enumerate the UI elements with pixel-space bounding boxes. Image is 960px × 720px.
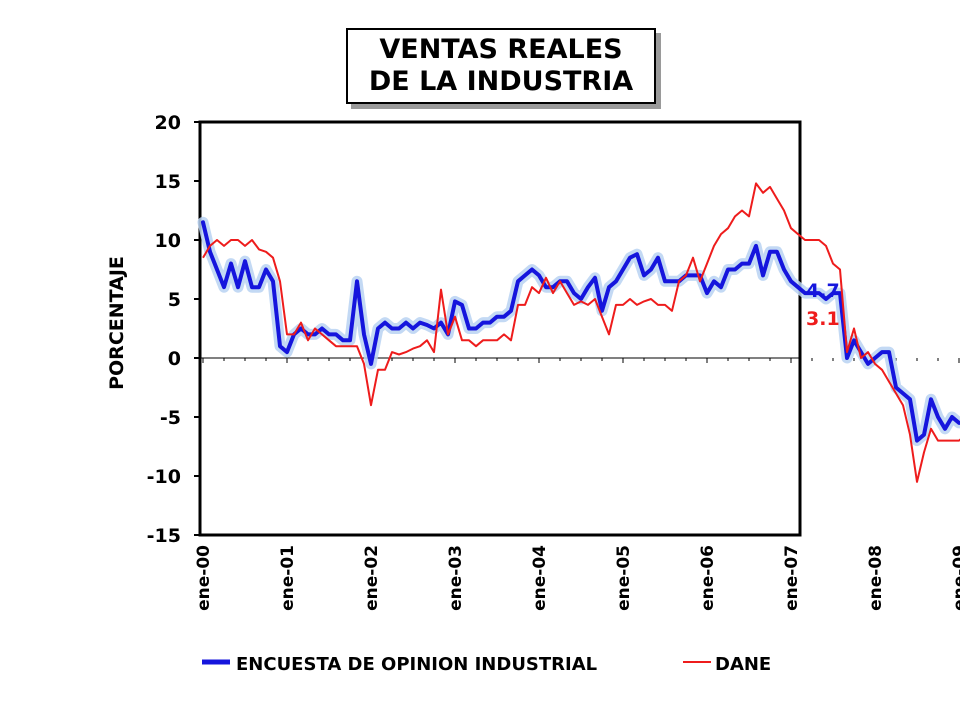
y-tick-label: 20 bbox=[155, 112, 181, 134]
y-axis-ticks: 20 15 10 5 0 -5 -10 -15 bbox=[147, 112, 200, 547]
y-tick-label: -5 bbox=[160, 407, 181, 429]
x-tick-label: ene-08 bbox=[866, 545, 886, 611]
x-tick-label: ene-00 bbox=[194, 545, 214, 611]
x-tick-label: ene-01 bbox=[278, 545, 298, 611]
chart-title-box: VENTAS REALES DE LA INDUSTRIA bbox=[346, 28, 656, 104]
series-line-dane bbox=[202, 182, 960, 483]
end-label-dane: 3.1 bbox=[806, 308, 840, 330]
y-axis-title: PORCENTAJE bbox=[106, 256, 128, 390]
chart-title-line-2: DE LA INDUSTRIA bbox=[368, 66, 634, 97]
legend: ENCUESTA DE OPINION INDUSTRIAL DANE bbox=[202, 654, 771, 675]
x-tick-label: ene-07 bbox=[782, 545, 802, 611]
series-line-encuesta bbox=[201, 220, 960, 443]
x-tick-label: ene-06 bbox=[698, 545, 718, 611]
x-axis-ticks: ene-00 ene-01 ene-02 ene-03 ene-04 ene-05 ene-… bbox=[194, 358, 960, 611]
x-tick-label: ene-09 bbox=[950, 545, 960, 611]
y-tick-label: 5 bbox=[168, 289, 181, 311]
y-tick-label: 15 bbox=[155, 171, 181, 193]
y-tick-label: 10 bbox=[155, 230, 181, 252]
legend-label-encuesta: ENCUESTA DE OPINION INDUSTRIAL bbox=[236, 654, 597, 675]
plot-frame bbox=[198, 120, 802, 537]
legend-label-dane: DANE bbox=[715, 654, 771, 675]
x-tick-label: ene-04 bbox=[530, 545, 550, 611]
y-tick-label: -10 bbox=[147, 466, 181, 488]
end-label-encuesta: 4.7 bbox=[806, 280, 840, 302]
x-tick-label: ene-02 bbox=[362, 545, 382, 611]
y-tick-label: -15 bbox=[147, 525, 181, 547]
x-tick-label: ene-03 bbox=[446, 545, 466, 611]
y-tick-label: 0 bbox=[168, 348, 181, 370]
chart-title-line-1: VENTAS REALES bbox=[379, 34, 623, 65]
series-layer bbox=[197, 182, 960, 483]
x-tick-label: ene-05 bbox=[614, 545, 634, 611]
